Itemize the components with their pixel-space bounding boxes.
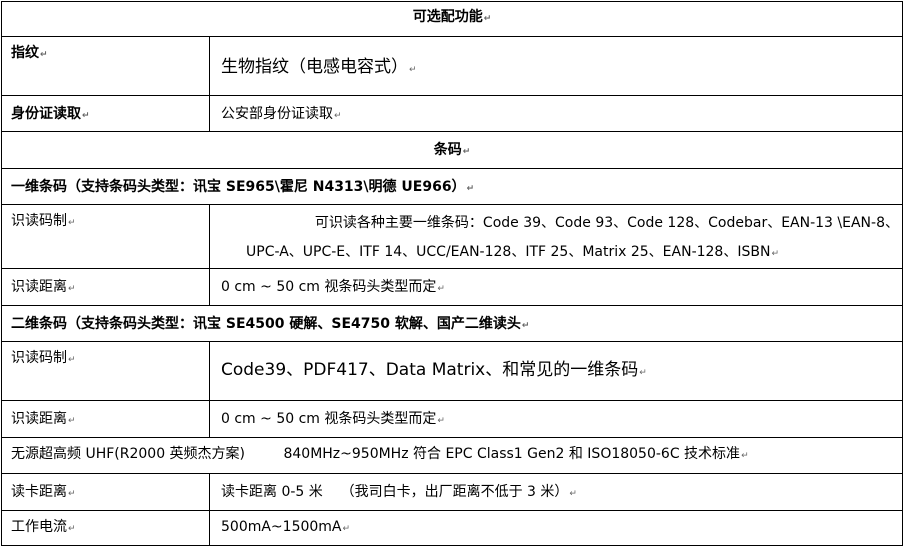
uhf-label: 无源超高频 UHF(R2000 英频杰方案) [11, 446, 246, 462]
barcode-1d-symbology-label: 识读码制 [1, 205, 209, 268]
fingerprint-value: 生物指纹（电感电容式） [209, 37, 903, 95]
barcode-2d-distance-label: 识读距离 [1, 401, 209, 437]
table-title: 可选配功能 [1, 1, 903, 36]
barcode-2d-distance-value: 0 cm ~ 50 cm 视条码头类型而定 [209, 401, 903, 437]
barcode-2d-symbology-label: 识读码制 [1, 342, 209, 400]
section-row: 一维条码（支持条码头类型：讯宝 SE965\霍尼 N4313\明德 UE966） [1, 168, 903, 204]
table-row: 无源超高频 UHF(R2000 英频杰方案) 840MHz~950MHz 符合 … [1, 437, 903, 473]
table-row: 识读距离 0 cm ~ 50 cm 视条码头类型而定 [1, 400, 903, 437]
id-card-value: 公安部身份证读取 [209, 96, 903, 131]
barcode-1d-distance-label: 识读距离 [1, 269, 209, 305]
table-row: 指纹 生物指纹（电感电容式） [1, 36, 903, 95]
section-row: 条码 [1, 131, 903, 168]
table-row: 工作电流 500mA~1500mA [1, 510, 903, 546]
barcode-1d-symbology-line1: 可识读各种主要一维条码：Code 39、Code 93、Code 128、Cod… [314, 215, 899, 231]
id-card-label: 身份证读取 [1, 96, 209, 131]
barcode-1d-distance-value: 0 cm ~ 50 cm 视条码头类型而定 [209, 269, 903, 305]
table-row: 识读码制 可识读各种主要一维条码：Code 39、Code 93、Code 12… [1, 204, 903, 268]
title-row: 可选配功能 [1, 1, 903, 36]
table-row: 读卡距离 读卡距离 0-5 米 （我司白卡，出厂距离不低于 3 米） [1, 473, 903, 510]
table-row: 识读距离 0 cm ~ 50 cm 视条码头类型而定 [1, 268, 903, 305]
read-distance-label: 读卡距离 [1, 474, 209, 510]
read-distance-value: 读卡距离 0-5 米 （我司白卡，出厂距离不低于 3 米） [209, 474, 903, 510]
barcode-header: 条码 [1, 132, 903, 168]
section-row: 二维条码（支持条码头类型：讯宝 SE4500 硬解、SE4750 软解、国产二维… [1, 305, 903, 341]
fingerprint-label: 指纹 [1, 37, 209, 95]
table-row: 识读码制 Code39、PDF417、Data Matrix、和常见的一维条码 [1, 341, 903, 400]
barcode-2d-symbology-value: Code39、PDF417、Data Matrix、和常见的一维条码 [209, 342, 903, 400]
current-value: 500mA~1500mA [209, 511, 903, 546]
table-row: 身份证读取 公安部身份证读取 [1, 95, 903, 131]
uhf-value: 840MHz~950MHz 符合 EPC Class1 Gen2 和 ISO18… [283, 446, 748, 462]
barcode-1d-symbology-line2: UPC-A、UPC-E、ITF 14、UCC/EAN-128、ITF 25、Ma… [210, 238, 899, 269]
current-label: 工作电流 [1, 511, 209, 546]
barcode-1d-header: 一维条码（支持条码头类型：讯宝 SE965\霍尼 N4313\明德 UE966） [1, 169, 903, 204]
barcode-2d-header: 二维条码（支持条码头类型：讯宝 SE4500 硬解、SE4750 软解、国产二维… [1, 306, 903, 341]
